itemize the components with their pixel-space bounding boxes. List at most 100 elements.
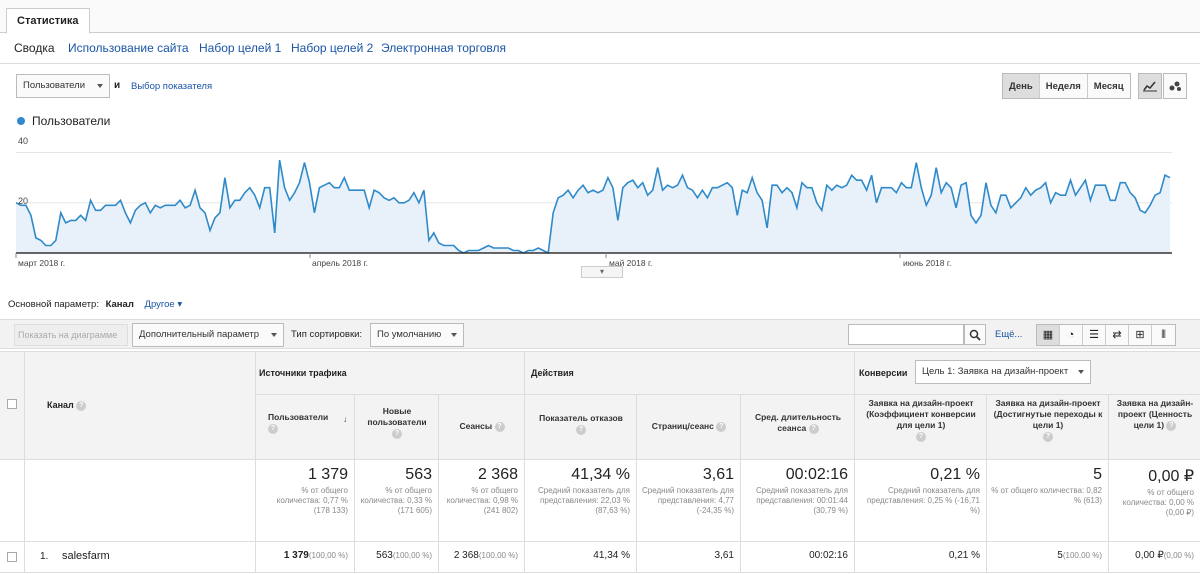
- chevron-down-icon: [97, 84, 103, 88]
- chevron-down-icon: [271, 333, 277, 337]
- period-buttons: День Неделя Месяц: [1002, 73, 1131, 99]
- total-subtext: Средний показатель для представления: 0,…: [866, 486, 980, 515]
- total-subtext: Средний показатель для представления: 4,…: [642, 486, 734, 515]
- total-subtext: % от общего количества: 0,98 % (241 802): [446, 486, 518, 515]
- col-header-sessions[interactable]: Сеансы ?: [442, 421, 522, 432]
- col-header-goal-value[interactable]: Заявка на дизайн-проект (Ценность цели 1…: [1112, 398, 1198, 431]
- line-chart-icon[interactable]: [1138, 73, 1162, 99]
- col-goal-rate-label: Заявка на дизайн-проект (Коэффициент кон…: [866, 398, 976, 430]
- col-header-pages-per-session[interactable]: Страниц/сеанс ?: [640, 421, 738, 432]
- table-view-icon[interactable]: ▦: [1037, 325, 1060, 345]
- period-week-button[interactable]: Неделя: [1039, 74, 1088, 98]
- total-cell: 2 368 % от общего количества: 0,98 % (241…: [442, 466, 518, 516]
- period-day-button[interactable]: День: [1003, 74, 1040, 98]
- total-value: 5: [1093, 466, 1102, 483]
- conversion-goal-select[interactable]: Цель 1: Заявка на дизайн-проект: [915, 360, 1091, 384]
- cell-value: 563: [376, 550, 393, 561]
- cell-value: 2 368: [453, 550, 479, 561]
- sort-type-value: По умолчанию: [377, 329, 442, 340]
- group-actions: Действия: [531, 368, 574, 378]
- chevron-down-icon: [1078, 370, 1084, 374]
- total-cell: 5 % от общего количества: 0,82 % (613): [990, 466, 1102, 506]
- col-pages-label: Страниц/сеанс: [651, 421, 714, 431]
- bar-view-icon[interactable]: ☰: [1083, 325, 1106, 345]
- cell-value: 0,21 %: [948, 550, 980, 561]
- line-chart: 40 20 март 2018 г. апрель 2018 г. май 20…: [15, 136, 1172, 268]
- help-icon: ?: [494, 421, 505, 432]
- select-all-checkbox[interactable]: [7, 399, 17, 409]
- help-icon: ?: [808, 423, 819, 434]
- y-tick-20: 20: [18, 196, 28, 206]
- table-cell: 0,21 %: [858, 550, 980, 561]
- pivot-view-icon[interactable]: ⊞: [1129, 325, 1152, 345]
- cell-percent: (100,00 %): [1062, 551, 1102, 560]
- view-switcher: ▦ ◔ ☰ ⇄ ⊞ ⦀: [1036, 324, 1176, 346]
- col-header-users[interactable]: Пользователи ↓ ?: [258, 412, 352, 434]
- chevron-down-icon: ▾: [177, 299, 183, 310]
- col-header-avg-duration[interactable]: Сред. длительность сеанса ?: [744, 412, 852, 434]
- column-channel[interactable]: Канал ?: [47, 400, 87, 411]
- row-channel[interactable]: salesfarm: [62, 550, 110, 562]
- subnav-ecommerce[interactable]: Электронная торговля: [381, 41, 506, 55]
- help-icon: ?: [916, 431, 926, 442]
- row-checkbox[interactable]: [7, 552, 17, 562]
- total-value: 0,00 ₽: [1148, 468, 1194, 485]
- total-cell: 41,34 % Средний показатель для представле…: [528, 466, 630, 516]
- table-cell: 2 368(100,00 %): [442, 550, 518, 561]
- total-subtext: % от общего количества: 0,00 % (0,00 ₽): [1122, 488, 1194, 517]
- plot-rows-button[interactable]: Показать на диаграмме: [14, 324, 128, 346]
- x-label-april: апрель 2018 г.: [312, 258, 368, 268]
- tab-statistics[interactable]: Статистика: [6, 8, 90, 34]
- total-cell: 1 379 % от общего количества: 0,77 % (178…: [259, 466, 348, 516]
- col-header-new-users[interactable]: Новые пользователи?: [358, 406, 436, 439]
- col-header-bounce-rate[interactable]: Показатель отказов?: [528, 413, 634, 435]
- total-value: 0,21 %: [930, 466, 980, 483]
- subnav-goal-set-2[interactable]: Набор целей 2: [291, 41, 374, 55]
- metric-select[interactable]: Пользователи: [16, 74, 110, 98]
- primary-dimension-bar: Основной параметр: Канал Другое ▾: [8, 299, 182, 310]
- col-bounce-label: Показатель отказов: [539, 413, 623, 423]
- series-area: [16, 160, 1170, 253]
- help-icon: ?: [1166, 420, 1177, 431]
- subnav-summary[interactable]: Сводка: [14, 41, 55, 55]
- col-duration-label: Сред. длительность сеанса: [754, 412, 842, 433]
- table-cell: 41,34 %: [528, 550, 630, 561]
- more-link[interactable]: Ещё...: [995, 329, 1023, 340]
- subnav-site-usage[interactable]: Использование сайта: [68, 41, 189, 55]
- col-goal-completions-label: Заявка на дизайн-проект (Достигнутые пер…: [993, 398, 1103, 430]
- chart-resize-handle[interactable]: ▾: [581, 266, 623, 278]
- help-icon: ?: [76, 400, 87, 411]
- col-new-users-label: Новые пользователи: [367, 406, 427, 427]
- sort-type-select[interactable]: По умолчанию: [370, 323, 464, 347]
- motion-chart-icon[interactable]: [1163, 73, 1187, 99]
- comparison-view-icon[interactable]: ⇄: [1106, 325, 1129, 345]
- table-search-input[interactable]: [848, 324, 964, 345]
- sort-type-label: Тип сортировки:: [291, 329, 363, 340]
- secondary-dimension-select[interactable]: Дополнительный параметр: [132, 323, 284, 347]
- period-month-button[interactable]: Месяц: [1087, 74, 1130, 98]
- total-cell: 0,00 ₽ % от общего количества: 0,00 % (0,…: [1112, 466, 1194, 518]
- secondary-dimension-label: Дополнительный параметр: [139, 329, 259, 340]
- col-goal-value-label: Заявка на дизайн-проект (Ценность цели 1…: [1116, 398, 1194, 430]
- cell-value: 5: [1057, 550, 1063, 561]
- total-cell: 00:02:16 Средний показатель для представл…: [744, 466, 848, 516]
- table-cell: 5(100,00 %): [990, 550, 1102, 561]
- term-cloud-icon[interactable]: ⦀: [1161, 329, 1166, 341]
- pie-view-icon[interactable]: ◔: [1060, 325, 1083, 345]
- help-icon: ?: [716, 421, 727, 432]
- col-header-goal-completions[interactable]: Заявка на дизайн-проект (Достигнутые пер…: [990, 398, 1106, 442]
- group-conversions: Конверсии: [859, 368, 908, 378]
- subnav-goal-set-1[interactable]: Набор целей 1: [199, 41, 282, 55]
- x-label-may: май 2018 г.: [609, 258, 652, 268]
- table-cell: 00:02:16: [744, 550, 848, 561]
- and-label: и: [114, 80, 121, 91]
- dimension-channel[interactable]: Канал: [105, 299, 134, 310]
- choose-metric-link[interactable]: Выбор показателя: [131, 81, 213, 92]
- total-subtext: Средний показатель для представления: 22…: [538, 486, 630, 515]
- search-icon[interactable]: [964, 324, 986, 345]
- dimension-other-link[interactable]: Другое: [144, 299, 175, 310]
- col-header-goal-conv-rate[interactable]: Заявка на дизайн-проект (Коэффициент кон…: [858, 398, 984, 442]
- table-cell: 0,00 ₽(0,00 %): [1112, 550, 1194, 561]
- cell-value: 3,61: [714, 550, 734, 561]
- col-users-label: Пользователи: [268, 412, 329, 422]
